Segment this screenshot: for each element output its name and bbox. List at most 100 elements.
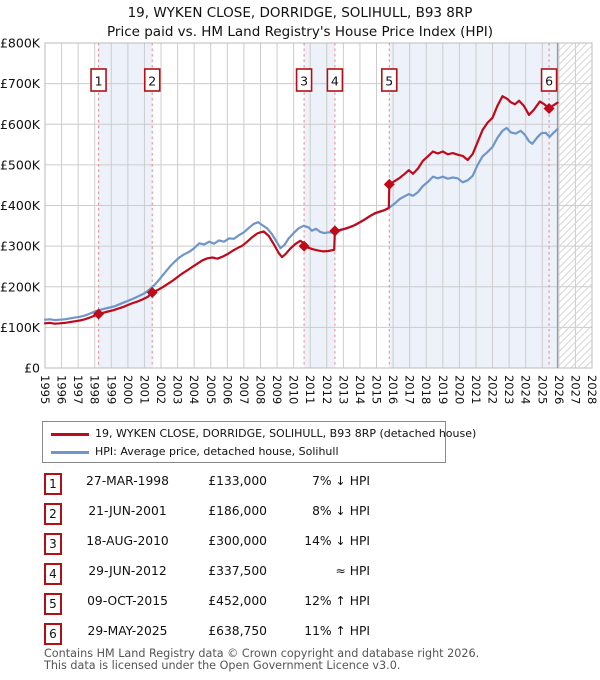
sale-point-marker bbox=[93, 308, 105, 320]
page-title: 19, WYKEN CLOSE, DORRIDGE, SOLIHULL, B93… bbox=[127, 5, 473, 21]
svg-text:4: 4 bbox=[331, 74, 339, 89]
x-axis-tick-label: 2012 bbox=[320, 375, 334, 404]
transaction-row: 2 21-JUN-2001 £186,000 8% ↓ HPI bbox=[0, 503, 600, 525]
x-axis-tick-label: 2022 bbox=[486, 375, 500, 404]
x-axis-tick-label: 2002 bbox=[154, 375, 168, 404]
x-axis-tick-label: 2009 bbox=[270, 375, 284, 404]
copyright-footer: Contains HM Land Registry data © Crown c… bbox=[44, 648, 479, 671]
series-hpi-average-price bbox=[43, 126, 559, 322]
transaction-date: 29-JUN-2012 bbox=[88, 564, 167, 578]
transaction-date: 27-MAR-1998 bbox=[86, 474, 169, 488]
chart-axis-labels: £0 £100K £200K £300K £400K £500K £600K £700K £80… bbox=[0, 36, 599, 405]
page-subtitle: Price paid vs. HM Land Registry's House … bbox=[107, 24, 493, 40]
transaction-number-badge: 1 bbox=[44, 473, 62, 495]
x-axis-tick-label: 1996 bbox=[55, 375, 69, 404]
x-axis-tick-label: 1995 bbox=[38, 375, 52, 404]
x-axis-tick-label: 2017 bbox=[403, 375, 417, 404]
transaction-date: 18-AUG-2010 bbox=[86, 534, 169, 548]
transaction-vs-hpi: 11% ↑ HPI bbox=[304, 624, 370, 638]
sale-number-box: 3 bbox=[295, 68, 313, 92]
y-axis-tick-label: £800K bbox=[0, 36, 41, 51]
x-axis-tick-label: 2016 bbox=[386, 375, 400, 404]
x-axis-tick-label: 2024 bbox=[519, 375, 533, 404]
x-axis-tick-label: 2007 bbox=[237, 375, 251, 404]
x-axis-tick-label: 2021 bbox=[469, 375, 483, 404]
svg-text:3: 3 bbox=[300, 74, 308, 89]
x-axis-tick-label: 2020 bbox=[452, 375, 466, 404]
x-axis-tick-label: 2000 bbox=[121, 375, 135, 404]
y-axis-tick-label: £500K bbox=[0, 157, 41, 172]
legend-swatch-price-paid bbox=[51, 433, 89, 436]
transaction-number-badge: 3 bbox=[44, 533, 62, 555]
svg-text:2: 2 bbox=[148, 74, 156, 89]
transaction-vs-hpi: 14% ↓ HPI bbox=[304, 534, 370, 548]
x-axis-tick-label: 2028 bbox=[585, 375, 599, 404]
y-axis-tick-label: £400K bbox=[0, 198, 41, 213]
transaction-number-badge: 2 bbox=[44, 503, 62, 525]
x-axis-tick-label: 1997 bbox=[71, 375, 85, 404]
transaction-date: 29-MAY-2025 bbox=[87, 624, 168, 638]
x-axis-tick-label: 2005 bbox=[204, 375, 218, 404]
svg-text:6: 6 bbox=[545, 74, 553, 89]
transaction-number-badge: 5 bbox=[44, 593, 62, 615]
x-axis-tick-label: 2013 bbox=[336, 375, 350, 404]
footer-line-1: Contains HM Land Registry data © Crown c… bbox=[44, 647, 480, 660]
sale-number-box: 5 bbox=[380, 68, 398, 92]
legend-swatch-hpi bbox=[51, 451, 89, 454]
x-axis-tick-label: 2010 bbox=[287, 375, 301, 404]
svg-text:1: 1 bbox=[95, 74, 103, 89]
transaction-number-badge: 6 bbox=[44, 623, 62, 645]
chart-sale-dots bbox=[93, 103, 555, 320]
x-axis-tick-label: 2019 bbox=[436, 375, 450, 404]
x-axis-tick-label: 2003 bbox=[171, 375, 185, 404]
x-axis-tick-label: 2001 bbox=[137, 375, 151, 404]
transaction-row: 4 29-JUN-2012 £337,500 ≈ HPI bbox=[0, 563, 600, 585]
legend-item-price-paid: 19, WYKEN CLOSE, DORRIDGE, SOLIHULL, B93… bbox=[43, 425, 476, 443]
x-axis-tick-label: 2025 bbox=[535, 375, 549, 404]
x-axis-tick-label: 2015 bbox=[370, 375, 384, 404]
y-axis-tick-label: £300K bbox=[0, 239, 41, 254]
transaction-vs-hpi: 12% ↑ HPI bbox=[304, 594, 370, 608]
y-axis-tick-label: £100K bbox=[0, 320, 41, 335]
x-axis-tick-label: 2011 bbox=[303, 375, 317, 404]
transaction-date: 21-JUN-2001 bbox=[88, 504, 167, 518]
sale-point-marker bbox=[329, 225, 341, 237]
transaction-row: 5 09-OCT-2015 £452,000 12% ↑ HPI bbox=[0, 593, 600, 615]
x-axis-tick-label: 2004 bbox=[187, 375, 201, 404]
x-axis-tick-label: 2023 bbox=[502, 375, 516, 404]
transaction-price: £452,000 bbox=[208, 594, 267, 608]
y-axis-tick-label: £600K bbox=[0, 117, 41, 132]
y-axis-tick-label: £0 bbox=[24, 361, 40, 376]
x-axis-tick-label: 2026 bbox=[552, 375, 566, 404]
x-axis-tick-label: 1998 bbox=[88, 375, 102, 404]
sale-point-marker bbox=[383, 178, 395, 190]
sale-point-marker bbox=[146, 286, 158, 298]
legend-label: HPI: Average price, detached house, Soli… bbox=[95, 445, 339, 458]
chart-legend: 19, WYKEN CLOSE, DORRIDGE, SOLIHULL, B93… bbox=[42, 421, 476, 463]
x-axis-tick-label: 2014 bbox=[353, 375, 367, 404]
x-axis-tick-label: 2027 bbox=[568, 375, 582, 404]
legend-label: 19, WYKEN CLOSE, DORRIDGE, SOLIHULL, B93… bbox=[95, 427, 477, 440]
plot-border bbox=[44, 42, 593, 369]
future-hatch bbox=[557, 43, 592, 368]
sale-point-marker bbox=[298, 240, 310, 252]
transaction-number-badge: 4 bbox=[44, 563, 62, 585]
sale-number-box: 4 bbox=[326, 68, 344, 92]
x-axis-tick-label: 2008 bbox=[253, 375, 267, 404]
sale-number-box: 2 bbox=[143, 68, 161, 92]
transaction-row: 3 18-AUG-2010 £300,000 14% ↓ HPI bbox=[0, 533, 600, 555]
sale-point-marker bbox=[543, 103, 555, 115]
transaction-price: £133,000 bbox=[208, 474, 267, 488]
chart-gridlines bbox=[44, 42, 593, 369]
transaction-price: £300,000 bbox=[208, 534, 267, 548]
transaction-vs-hpi: ≈ HPI bbox=[335, 564, 370, 578]
transaction-date: 09-OCT-2015 bbox=[87, 594, 168, 608]
chart-sale-number-boxes: 1 2 3 4 5 6 bbox=[90, 68, 558, 92]
transaction-price: £337,500 bbox=[208, 564, 267, 578]
transaction-vs-hpi: 8% ↓ HPI bbox=[312, 504, 370, 518]
svg-text:5: 5 bbox=[385, 74, 393, 89]
transaction-row: 6 29-MAY-2025 £638,750 11% ↑ HPI bbox=[0, 623, 600, 645]
sale-number-box: 6 bbox=[540, 68, 558, 92]
